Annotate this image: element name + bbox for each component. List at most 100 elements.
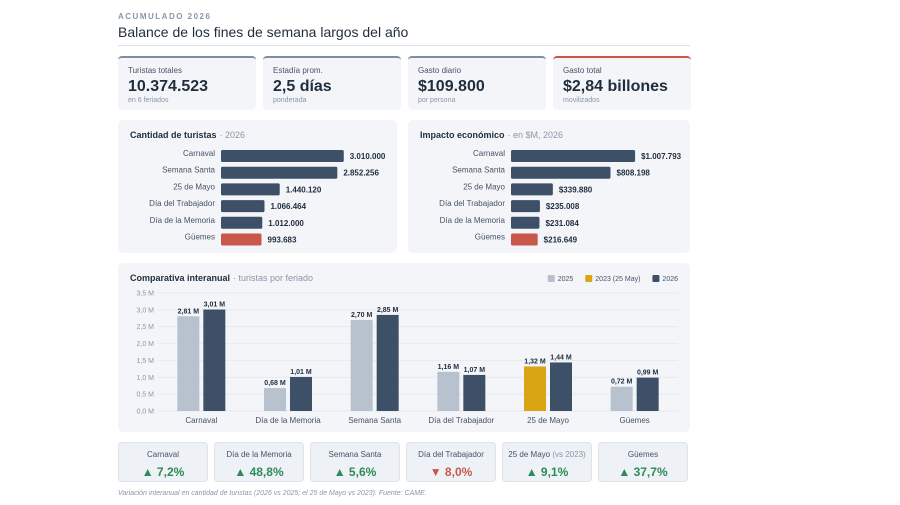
kpi-card: Turistas totales 10.374.523 en 6 feriado…: [118, 56, 256, 110]
kpi-value: $2,84 billones: [563, 78, 668, 95]
chart-title: Impacto económico: [420, 130, 505, 140]
chart-panel: Comparativa interanual · turistas por fer…: [118, 263, 690, 432]
bar: [221, 183, 280, 196]
change-label: Semana Santa: [328, 450, 382, 459]
legend-label: 2025: [558, 276, 574, 283]
category-label: Día de la Memoria: [150, 216, 216, 225]
bar: [221, 150, 344, 162]
x-tick-label: Carnaval: [185, 416, 217, 425]
change-note: (vs 2023): [552, 450, 586, 459]
value-label: $339.880: [559, 185, 593, 194]
bar: [511, 216, 540, 229]
change-value: ▲ 9,1%: [525, 465, 569, 479]
bar: [221, 200, 265, 213]
kpi-label: Gasto diario: [418, 66, 462, 75]
kpi-card: Gasto diario $109.800 por persona: [408, 56, 546, 110]
x-tick-label: Semana Santa: [348, 416, 401, 425]
bar: [511, 200, 540, 213]
bar: [203, 309, 226, 411]
change-value: ▲ 37,7%: [618, 465, 668, 479]
kpi-value: 10.374.523: [128, 78, 209, 95]
x-tick-label: Día de la Memoria: [255, 416, 321, 425]
bar: [437, 371, 460, 411]
bar: [264, 388, 286, 411]
value-label: $235.008: [546, 202, 580, 211]
kpi-value: 2,5 días: [273, 78, 332, 95]
legend-swatch: [585, 275, 593, 282]
change-label: Carnaval: [146, 450, 179, 459]
y-tick-label: 0,0 M: [136, 409, 154, 416]
category-label: Día de la Memoria: [440, 216, 506, 225]
value-label: 0,72 M: [611, 379, 633, 386]
change-card: Güemes ▲ 37,7%: [598, 442, 688, 482]
kpi-note: por persona: [418, 97, 456, 104]
kpi-label: Gasto total: [563, 66, 602, 75]
x-tick-label: Güemes: [620, 416, 650, 425]
change-value: ▲ 7,2%: [141, 465, 185, 479]
legend-swatch: [547, 275, 555, 282]
value-label: 0,68 M: [264, 380, 286, 387]
value-label: 1,32 M: [524, 358, 546, 365]
y-tick-label: 0,5 M: [136, 392, 154, 399]
category-label: Semana Santa: [452, 166, 505, 175]
kpi-note: ponderada: [273, 97, 307, 104]
category-label: Güemes: [475, 233, 505, 242]
category-label: Güemes: [185, 233, 215, 242]
value-label: 1,07 M: [464, 367, 486, 374]
bar: [511, 166, 611, 179]
y-tick-label: 3,0 M: [136, 307, 154, 314]
value-label: 2,81 M: [178, 308, 200, 315]
value-label: 1,01 M: [290, 369, 312, 376]
page-title: Balance de los fines de semana largos de…: [118, 24, 409, 40]
divider: [118, 45, 690, 46]
value-label: 1,44 M: [550, 354, 572, 361]
category-label: 25 de Mayo: [173, 182, 215, 191]
change-card: Día del Trabajador ▼ 8,0%: [406, 442, 496, 482]
chart-heading: Impacto económico · en $M, 2026: [420, 130, 563, 140]
kpi-note: en 6 feriados: [128, 97, 169, 104]
bar: [290, 376, 312, 411]
y-tick-label: 1,5 M: [136, 358, 154, 365]
bar: [511, 150, 636, 162]
bar: [511, 233, 538, 246]
change-label: 25 de Mayo: [508, 450, 551, 459]
kpi-note: movilizados: [563, 97, 600, 104]
value-label: 1,16 M: [438, 364, 460, 371]
change-label: Día de la Memoria: [226, 450, 292, 459]
category-label: 25 de Mayo: [463, 182, 505, 191]
change-label-row: 25 de Mayo (vs 2023): [503, 450, 591, 459]
value-label: 3,01 M: [204, 302, 226, 309]
footnote: Variación interanual en cantidad de turi…: [118, 490, 427, 497]
legend-label: 2023 (25 May): [595, 276, 640, 283]
chart-title: Comparativa interanual: [130, 273, 230, 283]
kpi-value: $109.800: [418, 78, 485, 95]
kpi-card: Gasto total $2,84 billones movilizados: [553, 56, 691, 110]
category-label: Carnaval: [473, 149, 505, 158]
change-card: Carnaval ▲ 7,2%: [118, 442, 208, 482]
value-label: 2,70 M: [351, 312, 373, 319]
value-label: 993.683: [268, 236, 297, 245]
bar: [221, 233, 262, 246]
value-label: $808.198: [617, 169, 651, 178]
legend-label: 2026: [662, 276, 678, 283]
y-tick-label: 2,5 M: [136, 324, 154, 331]
category-label: Día del Trabajador: [149, 199, 215, 208]
value-label: 1.440.120: [286, 185, 322, 194]
y-tick-label: 3,5 M: [136, 291, 154, 298]
bar: [177, 316, 200, 411]
value-label: 1.012.000: [268, 219, 304, 228]
chart-subtitle: · en $M, 2026: [508, 130, 564, 140]
kpi-label: Estadía prom.: [273, 66, 323, 75]
kpi-label: Turistas totales: [128, 66, 182, 75]
bar: [376, 314, 399, 411]
bar: [610, 386, 633, 411]
chart-title: Cantidad de turistas: [130, 130, 217, 140]
category-label: Semana Santa: [162, 166, 215, 175]
category-label: Día del Trabajador: [439, 199, 505, 208]
change-card: Día de la Memoria ▲ 48,8%: [214, 442, 304, 482]
value-label: $216.649: [544, 236, 578, 245]
value-label: $1.007.793: [641, 152, 682, 161]
x-tick-label: Día del Trabajador: [428, 416, 494, 425]
